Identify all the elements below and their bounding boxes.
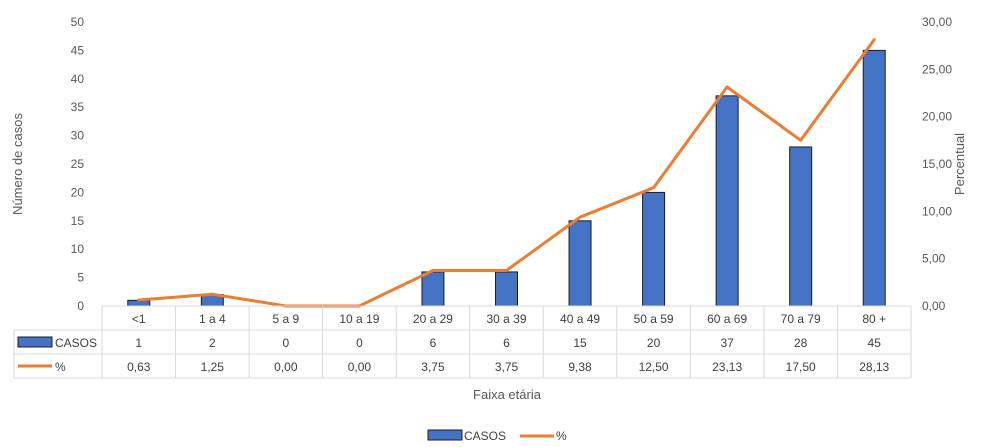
table-cell: 3,75 [421, 360, 445, 374]
table-cell: 0,00 [274, 360, 298, 374]
bar [789, 146, 813, 307]
table-cell: 12,50 [639, 360, 669, 374]
y-tick-label: 45 [71, 43, 85, 57]
category-label: 20 a 29 [413, 312, 453, 326]
table-row-header: % [55, 360, 66, 374]
legend-label: % [556, 429, 567, 443]
table-cell: 3,75 [495, 360, 519, 374]
category-label: 1 a 4 [199, 312, 226, 326]
percent-series-line [137, 38, 876, 308]
category-label: 5 a 9 [273, 312, 300, 326]
table-cell: 0 [283, 336, 290, 350]
category-label: 60 a 69 [707, 312, 747, 326]
y-tick-label: 20 [71, 185, 85, 199]
table-cell: 17,50 [786, 360, 816, 374]
bar [421, 271, 445, 307]
legend-label: CASOS [464, 429, 506, 443]
bars [127, 49, 886, 307]
table-cell: 0,00 [348, 360, 372, 374]
table-cell: 0 [356, 336, 363, 350]
x-axis-title: Faixa etária [473, 387, 542, 402]
legend: CASOS% [427, 429, 567, 443]
table-cell: 1 [135, 336, 142, 350]
table-cell: 6 [430, 336, 437, 350]
table-cell: 28,13 [859, 360, 889, 374]
y-tick-label: 50 [71, 15, 85, 29]
table-cell: 20 [647, 336, 661, 350]
y-tick-label: 30 [71, 129, 85, 143]
category-label: 30 a 39 [486, 312, 526, 326]
axes: 0 5 10 15 20 25 30 35 40 45 50 0,00 5,00 10,00 15,00 20… [71, 15, 953, 313]
y-axis-title: Número de casos [10, 113, 25, 215]
bar [568, 220, 592, 307]
table-cell: 15 [573, 336, 587, 350]
y-tick-label: 15 [71, 214, 85, 228]
category-label: 80 + [862, 312, 886, 326]
category-label: 70 a 79 [781, 312, 821, 326]
y-tick-label: 10 [71, 242, 85, 256]
y2-tick-label: 30,00 [922, 15, 952, 29]
y-tick-label: 40 [71, 72, 85, 86]
y2-tick-label: 5,00 [922, 252, 946, 266]
category-label: 50 a 59 [634, 312, 674, 326]
y2-axis-title: Percentual [952, 133, 967, 195]
table-cell: 9,38 [568, 360, 592, 374]
y2-tick-label: 20,00 [922, 110, 952, 124]
y2-tick-label: 0,00 [922, 299, 946, 313]
y-tick-label: 5 [77, 271, 84, 285]
table-row-header: CASOS [55, 336, 97, 350]
table-key-bar [17, 336, 53, 348]
table-cell: 2 [209, 336, 216, 350]
bar [642, 191, 666, 307]
bar [495, 271, 518, 307]
percent-line [137, 38, 876, 308]
category-label: 10 a 19 [339, 312, 379, 326]
table-cell: 0,63 [127, 360, 151, 374]
bar [715, 95, 739, 307]
legend-key-bar [427, 429, 463, 441]
y-tick-label: 25 [71, 157, 85, 171]
table-cell: 23,13 [712, 360, 742, 374]
y2-tick-label: 15,00 [922, 157, 952, 171]
table-cell: 6 [503, 336, 510, 350]
table-cell: 28 [794, 336, 808, 350]
bar [862, 49, 886, 307]
category-label: 40 a 49 [560, 312, 600, 326]
table-cell: 45 [868, 336, 882, 350]
y-tick-label: 0 [77, 299, 84, 313]
table-cell: 1,25 [201, 360, 225, 374]
y2-tick-label: 25,00 [922, 62, 952, 76]
category-label: <1 [132, 312, 146, 326]
y2-tick-label: 10,00 [922, 204, 952, 218]
y-tick-label: 35 [71, 100, 85, 114]
table-cell: 37 [720, 336, 734, 350]
data-table: <1 1 a 4 5 a 9 10 a 19 20 a 29 30 a 39 40 a 49… [13, 305, 912, 379]
